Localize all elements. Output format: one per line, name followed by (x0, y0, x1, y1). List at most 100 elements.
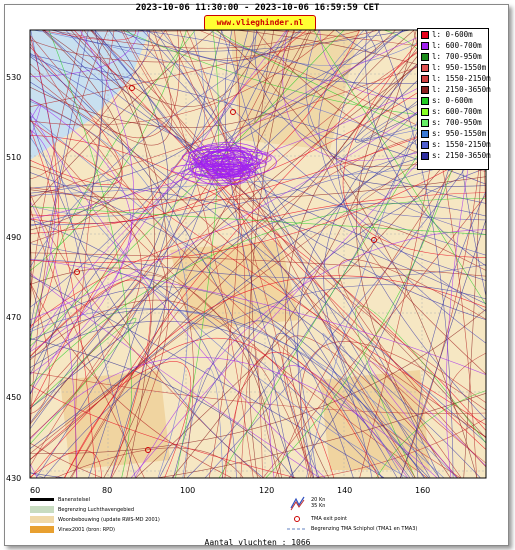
flight-track (110, 30, 288, 478)
flight-track (262, 194, 486, 478)
flight-track (485, 272, 486, 356)
holding-pattern-track (205, 163, 247, 179)
holding-pattern-track (188, 148, 236, 163)
tma-exit-point (74, 269, 80, 275)
legend-item: s: 600-700m (421, 107, 482, 117)
flight-track (63, 30, 444, 478)
map-legend-item: Vinex2001 (bron: RPD) (30, 526, 115, 534)
flight-track (91, 30, 440, 478)
holding-pattern-track (194, 145, 232, 165)
y-tick-label: 510 (6, 153, 22, 162)
flight-track (318, 30, 486, 344)
flight-track (30, 279, 151, 478)
flight-track (134, 229, 486, 478)
flight-track (30, 165, 142, 439)
flight-track (30, 120, 486, 426)
flight-track (30, 30, 302, 269)
flight-track (204, 139, 486, 478)
legend-item: s: 950-1550m (421, 129, 486, 139)
legend-item: s: 2150-3650m (421, 151, 491, 161)
flight-track (30, 30, 124, 231)
flight-track (313, 30, 486, 306)
flight-track (30, 110, 486, 234)
wind-speed-20-label: 20 Kn (311, 497, 326, 503)
flight-track (323, 62, 486, 478)
legend-swatch (421, 31, 429, 39)
flight-track (322, 333, 425, 478)
tma-exit-point (230, 109, 236, 115)
flight-track (30, 317, 137, 445)
flight-track (30, 119, 428, 478)
legend-item: l: 950-1550m (421, 63, 486, 73)
legend-label: s: 1550-2150m (432, 140, 491, 149)
legend-swatch (421, 64, 429, 72)
flight-track (30, 39, 31, 140)
legend-label: l: 950-1550m (432, 63, 487, 72)
flight-track (120, 30, 486, 464)
map-legend: Banenstelsel Begrenzing Luchthavengebied… (30, 496, 486, 537)
flight-track (30, 30, 205, 217)
tma-border-icon (287, 528, 307, 530)
flight-track (30, 104, 41, 139)
flight-track (30, 30, 109, 433)
flight-track (30, 30, 173, 146)
flight-track (360, 223, 486, 375)
airport-area-swatch (30, 506, 54, 513)
flight-track (73, 30, 486, 450)
legend-label: l: 600-700m (432, 41, 482, 50)
flight-track (30, 30, 404, 424)
flight-track (122, 30, 486, 403)
flight-track (30, 76, 31, 255)
flight-track (30, 172, 481, 478)
legend-swatch (421, 152, 429, 160)
flight-track (275, 122, 486, 478)
flight-track (30, 415, 31, 458)
flight-track (30, 472, 301, 478)
wind-speed-35-label: 35 Kn (311, 503, 326, 509)
flight-track (30, 30, 196, 345)
flight-track (377, 30, 454, 478)
flight-track (30, 267, 282, 478)
flight-track (30, 258, 486, 375)
flight-track (30, 30, 83, 471)
flight-track (30, 30, 255, 194)
flight-track (30, 30, 360, 224)
urban-area-north (230, 30, 360, 150)
flight-track (30, 30, 169, 368)
legend-label: s: 950-1550m (432, 129, 487, 138)
flight-track (30, 111, 326, 478)
holding-pattern-track (189, 157, 244, 178)
legend-label: l: 0-600m (432, 30, 473, 39)
flight-track (69, 30, 312, 478)
flight-track (54, 447, 244, 478)
tma-exit-icon (294, 516, 300, 522)
legend-swatch (421, 53, 429, 61)
map-legend-item: Woonbebouwing (update RWS-MD 2001) (30, 516, 160, 524)
flight-track (30, 30, 139, 77)
map-legend-item: Begrenzing Luchthavengebied (30, 506, 134, 514)
map-legend-item: Banenstelsel (30, 497, 90, 505)
flight-track (30, 450, 102, 478)
flight-track (30, 53, 31, 138)
map-legend-label: Vinex2001 (bron: RPD) (58, 527, 115, 533)
flight-track (30, 30, 335, 126)
tma-exit-label: TMA exit point (311, 516, 348, 522)
flight-track (30, 147, 486, 264)
flight-track (179, 30, 416, 478)
y-tick-label: 530 (6, 73, 22, 82)
flight-track (415, 190, 486, 478)
legend-swatch (421, 141, 429, 149)
flight-track (30, 337, 335, 478)
flight-track (30, 384, 297, 478)
flight-track (30, 299, 313, 478)
legend-swatch (421, 119, 429, 127)
flight-track (30, 192, 486, 327)
flight-track (30, 30, 187, 272)
legend-item: s: 700-950m (421, 118, 482, 128)
map-legend-label: Begrenzing Luchthavengebied (58, 507, 135, 513)
flight-track (43, 284, 486, 478)
flight-track (35, 30, 249, 478)
flight-track (30, 282, 233, 478)
flight-track (30, 30, 307, 411)
legend-label: l: 700-950m (432, 52, 482, 61)
